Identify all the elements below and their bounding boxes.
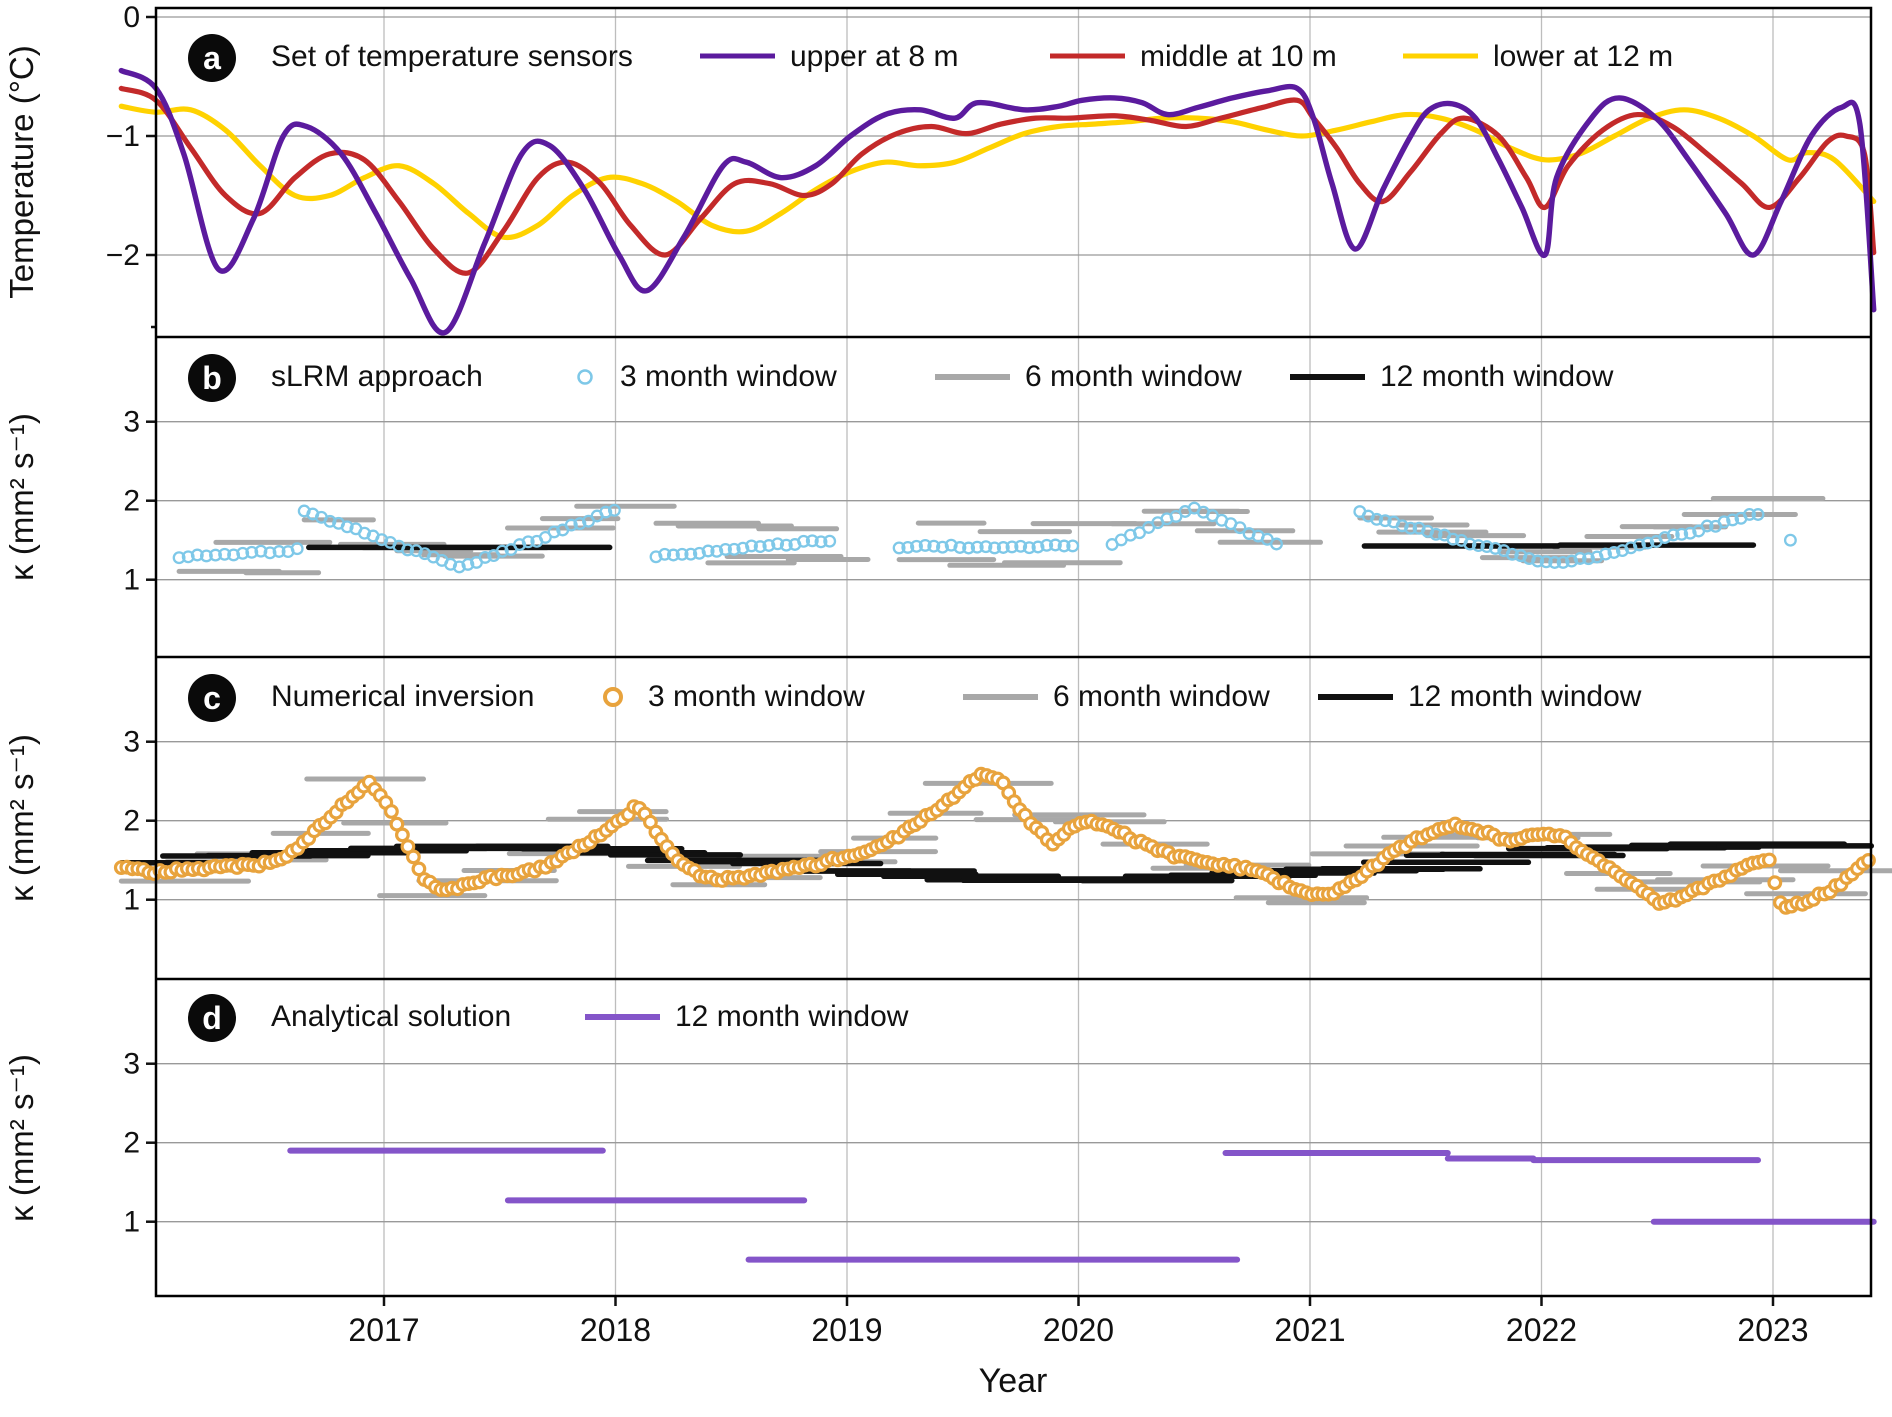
svg-text:2: 2: [123, 1127, 140, 1160]
svg-text:κ (mm² s⁻¹): κ (mm² s⁻¹): [3, 413, 40, 581]
svg-text:2023: 2023: [1737, 1312, 1808, 1348]
svg-text:2020: 2020: [1043, 1312, 1114, 1348]
svg-text:Temperature (°C): Temperature (°C): [3, 45, 40, 298]
svg-text:1: 1: [123, 884, 140, 917]
svg-text:upper at 8 m: upper at 8 m: [790, 40, 958, 73]
svg-text:6 month window: 6 month window: [1025, 360, 1242, 393]
svg-text:−1: −1: [106, 120, 140, 153]
svg-text:2021: 2021: [1274, 1312, 1345, 1348]
svg-text:3: 3: [123, 726, 140, 759]
svg-text:3 month window: 3 month window: [620, 360, 837, 393]
svg-text:−2: −2: [106, 239, 140, 272]
svg-text:2018: 2018: [580, 1312, 651, 1348]
svg-text:12 month window: 12 month window: [675, 1000, 909, 1033]
svg-text:d: d: [202, 1000, 222, 1036]
svg-text:2: 2: [123, 485, 140, 518]
svg-text:2017: 2017: [348, 1312, 419, 1348]
svg-text:12 month window: 12 month window: [1408, 680, 1642, 713]
svg-text:1: 1: [123, 1206, 140, 1239]
svg-text:middle at 10 m: middle at 10 m: [1140, 40, 1337, 73]
svg-text:3: 3: [123, 406, 140, 439]
svg-text:3 month window: 3 month window: [648, 680, 865, 713]
svg-text:b: b: [202, 360, 222, 396]
svg-text:κ (mm² s⁻¹): κ (mm² s⁻¹): [3, 734, 40, 902]
svg-text:Year: Year: [979, 1362, 1048, 1400]
svg-text:2: 2: [123, 805, 140, 838]
svg-text:2019: 2019: [811, 1312, 882, 1348]
svg-text:κ (mm² s⁻¹): κ (mm² s⁻¹): [3, 1054, 40, 1222]
svg-text:6 month window: 6 month window: [1053, 680, 1270, 713]
svg-text:0: 0: [123, 1, 140, 34]
svg-text:c: c: [203, 680, 221, 716]
svg-text:2022: 2022: [1506, 1312, 1577, 1348]
svg-text:Set of temperature sensors: Set of temperature sensors: [271, 40, 633, 73]
svg-text:12 month window: 12 month window: [1380, 360, 1614, 393]
svg-text:Analytical solution: Analytical solution: [271, 1000, 511, 1033]
svg-text:a: a: [203, 40, 221, 76]
svg-text:sLRM approach: sLRM approach: [271, 360, 483, 393]
svg-text:1: 1: [123, 564, 140, 597]
svg-text:Numerical inversion: Numerical inversion: [271, 680, 534, 713]
svg-text:3: 3: [123, 1048, 140, 1081]
svg-text:lower at 12 m: lower at 12 m: [1493, 40, 1673, 73]
